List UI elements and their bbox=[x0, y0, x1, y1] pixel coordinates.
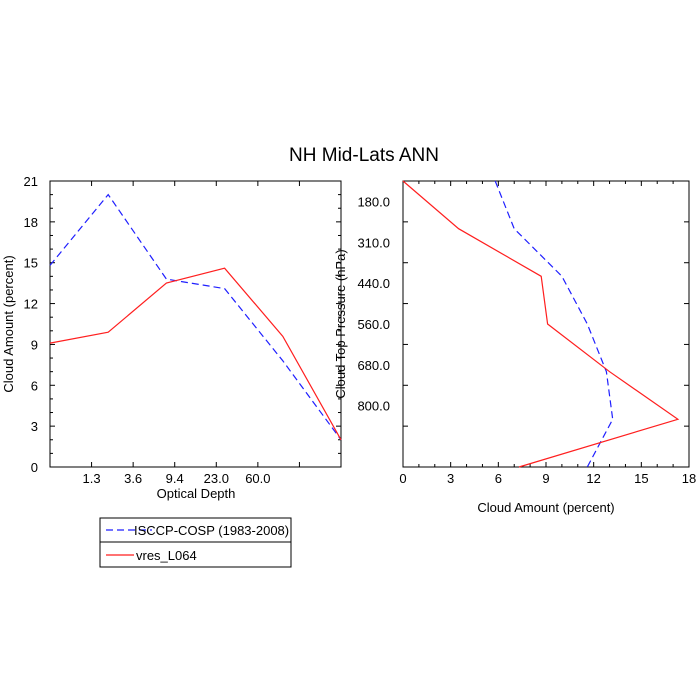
right-x-tick-label: 15 bbox=[634, 471, 648, 486]
left-y-tick-label: 3 bbox=[31, 419, 38, 434]
figure-title: NH Mid-Lats ANN bbox=[289, 145, 439, 166]
right-x-tick-label: 6 bbox=[495, 471, 502, 486]
pressure-panel: 0 3 6 9 12 15 18 180.0 310.0 440.0 560.0 680.0 800.… bbox=[333, 180, 696, 515]
legend: ISCCP-COSP (1983-2008) vres_L064 bbox=[99, 517, 292, 568]
right-x-tick-label: 18 bbox=[682, 471, 696, 486]
left-x-tick-label: 3.6 bbox=[124, 471, 142, 486]
legend-label-obs: ISCCP-COSP (1983-2008) bbox=[134, 523, 289, 538]
optical-depth-panel: 1.3 3.6 9.4 23.0 60.0 0 3 6 9 12 15 18 21 Optical D… bbox=[1, 174, 342, 501]
right-x-tick-labels: 0 3 6 9 12 15 18 bbox=[399, 471, 696, 486]
right-y-tick-label: 440.0 bbox=[357, 276, 390, 291]
left-series-lines bbox=[49, 193, 342, 441]
left-y-tick-label: 21 bbox=[24, 174, 38, 189]
left-x-tick-labels: 1.3 3.6 9.4 23.0 60.0 bbox=[83, 471, 271, 486]
right-series-line-0 bbox=[494, 180, 614, 468]
right-x-tick-label: 3 bbox=[447, 471, 454, 486]
left-y-tick-label: 12 bbox=[24, 297, 38, 312]
right-y-tick-label: 560.0 bbox=[357, 317, 390, 332]
left-x-tick-label: 1.3 bbox=[83, 471, 101, 486]
right-y-tick-label: 680.0 bbox=[357, 358, 390, 373]
right-y-tick-labels: 180.0 310.0 440.0 560.0 680.0 800.0 bbox=[357, 194, 390, 413]
left-y-tick-label: 6 bbox=[31, 378, 38, 393]
right-y-axis-title: Cloud Top Pressure (hPa) bbox=[333, 249, 348, 398]
right-series-lines bbox=[402, 180, 680, 468]
left-x-tick-label: 23.0 bbox=[204, 471, 229, 486]
left-series-line-1 bbox=[49, 267, 342, 441]
left-y-tick-label: 15 bbox=[24, 256, 38, 271]
right-plot-frame bbox=[402, 180, 690, 468]
left-y-tick-labels: 0 3 6 9 12 15 18 21 bbox=[24, 174, 38, 475]
right-series-line-1 bbox=[402, 180, 680, 468]
right-x-tick-label: 12 bbox=[586, 471, 600, 486]
right-y-tick-label: 310.0 bbox=[357, 235, 390, 250]
right-x-tick-label: 9 bbox=[542, 471, 549, 486]
right-x-tick-label: 0 bbox=[399, 471, 406, 486]
left-x-axis-title: Optical Depth bbox=[157, 486, 236, 501]
right-x-axis-title: Cloud Amount (percent) bbox=[477, 500, 614, 515]
left-x-tick-label: 60.0 bbox=[245, 471, 270, 486]
right-y-tick-label: 180.0 bbox=[357, 194, 390, 209]
left-series-line-0 bbox=[49, 193, 342, 441]
left-x-tick-label: 9.4 bbox=[166, 471, 184, 486]
right-tick-marks bbox=[402, 181, 690, 467]
left-y-axis-title: Cloud Amount (percent) bbox=[1, 255, 16, 392]
left-plot-frame bbox=[49, 180, 342, 468]
left-y-tick-label: 0 bbox=[31, 460, 38, 475]
right-y-tick-label: 800.0 bbox=[357, 399, 390, 414]
left-y-tick-label: 18 bbox=[24, 215, 38, 230]
left-y-tick-label: 9 bbox=[31, 337, 38, 352]
left-tick-marks bbox=[50, 180, 341, 468]
legend-label-model: vres_L064 bbox=[136, 548, 197, 563]
